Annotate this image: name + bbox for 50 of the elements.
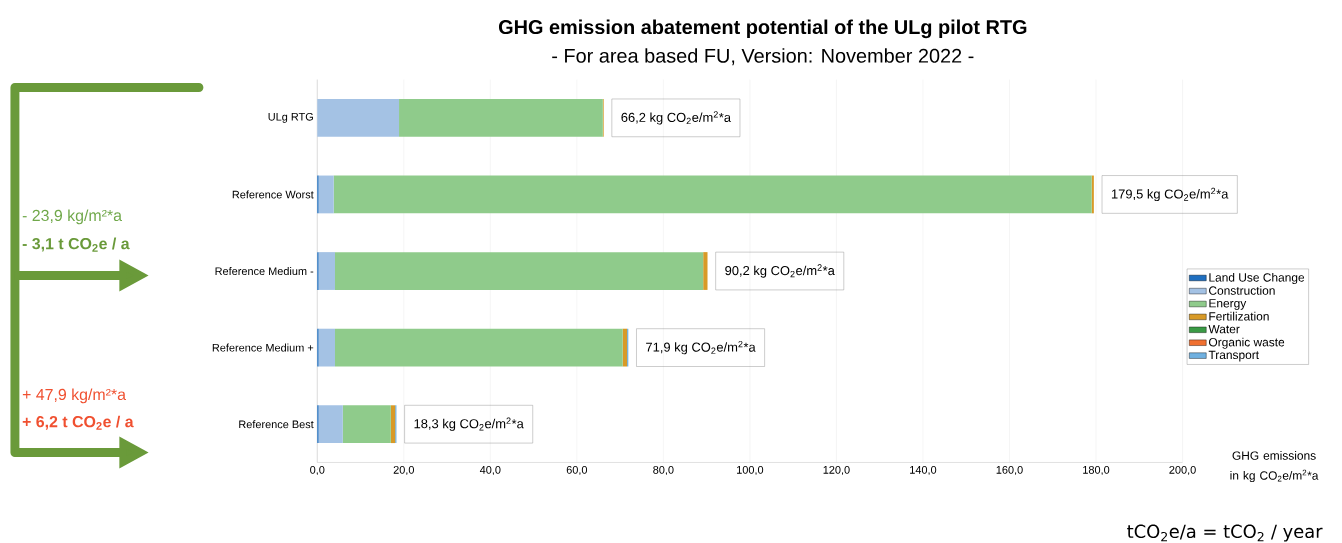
legend-label: Transport <box>1208 350 1259 362</box>
x-tick-label: 200,0 <box>1169 465 1196 476</box>
y-tick-label: ULg RTG <box>268 112 313 123</box>
text: + 6,2 t CO$_{2}$e / a <box>22 415 134 430</box>
chart-title: GHG emission abatement potential of the ULg pilot RTG <box>498 19 1027 39</box>
bar <box>333 175 1092 214</box>
total-label: 71,9 kg CO$_{2}$e/m$^{2}$*a <box>646 340 756 355</box>
x-tick-label: 120,0 <box>823 465 850 476</box>
legend-label: Energy <box>1209 299 1247 310</box>
text: - 23,9 kg/m²*a <box>22 209 122 225</box>
x-axis-title: GHG emissions in kg CO$_{2}$e/m$^{2}$*a <box>1230 451 1319 483</box>
text: - 3,1 t CO$_{2}$e / a <box>22 237 130 252</box>
x-tick-label: 80,0 <box>653 465 674 476</box>
legend-label: Water <box>1208 324 1240 334</box>
x-tick-label: 60,0 <box>566 465 588 476</box>
bar <box>335 328 623 367</box>
text: + 47,9 kg/m²*a <box>22 388 126 404</box>
x-tick-label: 0,0 <box>310 465 325 476</box>
bar <box>390 405 396 444</box>
bar <box>342 405 391 444</box>
bar <box>399 98 603 137</box>
bar <box>318 405 343 444</box>
x-tick-label: 40,0 <box>479 465 501 476</box>
bar <box>318 175 334 214</box>
bar <box>703 252 708 290</box>
y-tick-label: Reference Medium + <box>212 343 314 352</box>
legend-label: Construction <box>1209 286 1275 295</box>
x-tick-label: 20,0 <box>393 465 415 476</box>
y-tick-label: Reference Worst <box>232 190 314 199</box>
bar <box>335 252 704 290</box>
total-label: 179,5 kg CO$_{2}$e/m$^{2}$*a <box>1111 187 1229 202</box>
text: tCO$_{2}$e/a = tCO$_{2}$ / year <box>1127 524 1323 542</box>
bar <box>318 328 336 367</box>
bar <box>318 252 336 290</box>
total-label: 18,3 kg CO$_{2}$e/m$^{2}$*a <box>414 417 524 431</box>
legend-label: Fertilization <box>1209 311 1269 321</box>
bar <box>1091 175 1094 214</box>
total-label: 90,2 kg CO$_{2}$e/m$^{2}$*a <box>725 264 835 278</box>
bar <box>622 328 628 367</box>
bar <box>317 98 400 137</box>
y-tick-label: Reference Best <box>239 420 314 429</box>
x-tick-label: 140,0 <box>910 465 937 476</box>
y-tick-label: Reference Medium - <box>215 266 314 276</box>
x-tick-label: 180,0 <box>1083 465 1110 476</box>
chart-subtitle: - For area based FU, Version: November 2022 - <box>552 48 974 66</box>
x-tick-label: 100,0 <box>737 465 764 476</box>
legend-label: Organic waste <box>1209 337 1285 349</box>
total-label: 66,2 kg CO$_{2}$e/m$^{2}$*a <box>621 111 732 125</box>
x-tick-label: 160,0 <box>996 465 1023 476</box>
legend-label: Land Use Change <box>1209 272 1305 285</box>
